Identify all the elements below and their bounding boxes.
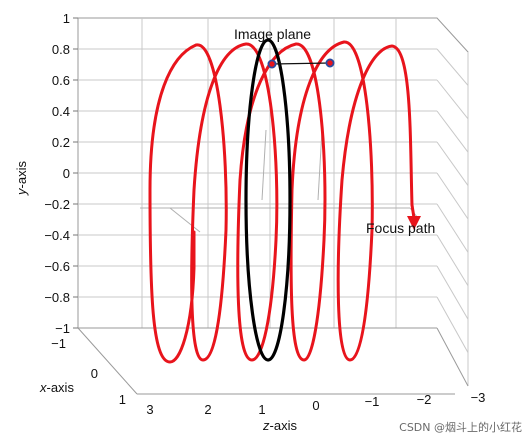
y-tick-label: 0.2 [52, 135, 70, 150]
y-tick-label: −1 [55, 321, 70, 336]
plane-projection-lines [140, 129, 419, 233]
x-tick-label: −1 [51, 336, 66, 351]
z-tick-label: −2 [417, 392, 432, 407]
grid-line [436, 234, 469, 287]
y-axis-label: y-axis [14, 161, 29, 196]
grid-vertical [141, 18, 469, 386]
z-axis-tick-labels: 3 2 1 0 −1 −2 −3 [146, 390, 485, 417]
back-wall [77, 17, 469, 386]
y-tick-label: 1 [63, 11, 70, 26]
grid-line [436, 79, 469, 120]
y-tick-label: 0.4 [52, 104, 70, 119]
x-tick-label: 1 [119, 392, 126, 407]
grid-line [436, 48, 469, 86]
x-axis-tick-labels: −1 0 1 [51, 336, 126, 407]
focus-path-tail [410, 204, 416, 219]
grid-back-wall [436, 48, 469, 353]
z-axis-label: z-axis [262, 418, 297, 433]
image-plane-ellipse [244, 38, 292, 362]
grid-line [436, 296, 469, 353]
floor-box [77, 327, 469, 395]
grid-line [436, 172, 469, 220]
focus-path-arrowhead [407, 216, 421, 230]
y-tick-label: −0.2 [44, 197, 70, 212]
z-tick-label: 0 [312, 398, 319, 413]
x-axis-label: x-axis [39, 380, 74, 395]
grid-line [436, 110, 469, 153]
y-tick-label: −0.6 [44, 259, 70, 274]
image-plane-markers: + [267, 57, 335, 71]
y-tick-label: 0 [63, 166, 70, 181]
focus-path-annotation: Focus path [366, 220, 435, 236]
z-tick-label: 2 [204, 402, 211, 417]
grid-line [436, 265, 469, 320]
x-tick-label: 0 [91, 366, 98, 381]
y-tick-label: −0.4 [44, 228, 70, 243]
grid-line [436, 203, 469, 253]
image-plane-annotation: Image plane [234, 26, 311, 42]
y-axis-tick-labels: 1 0.8 0.6 0.4 0.2 0 −0.2 −0.4 −0.6 −0.8 −1 [44, 11, 78, 336]
z-tick-label: −1 [365, 394, 380, 409]
grid-line [436, 141, 469, 186]
z-tick-label: −3 [471, 390, 486, 405]
y-tick-label: −0.8 [44, 290, 70, 305]
svg-text:+: + [276, 57, 283, 71]
y-tick-label: 0.6 [52, 73, 70, 88]
z-tick-label: 3 [146, 402, 153, 417]
watermark: CSDN @烟斗上的小红花 [399, 420, 522, 434]
grid-left-wall [78, 48, 437, 298]
focus-path-helix [148, 40, 414, 364]
z-tick-label: 1 [258, 402, 265, 417]
y-tick-label: 0.8 [52, 42, 70, 57]
